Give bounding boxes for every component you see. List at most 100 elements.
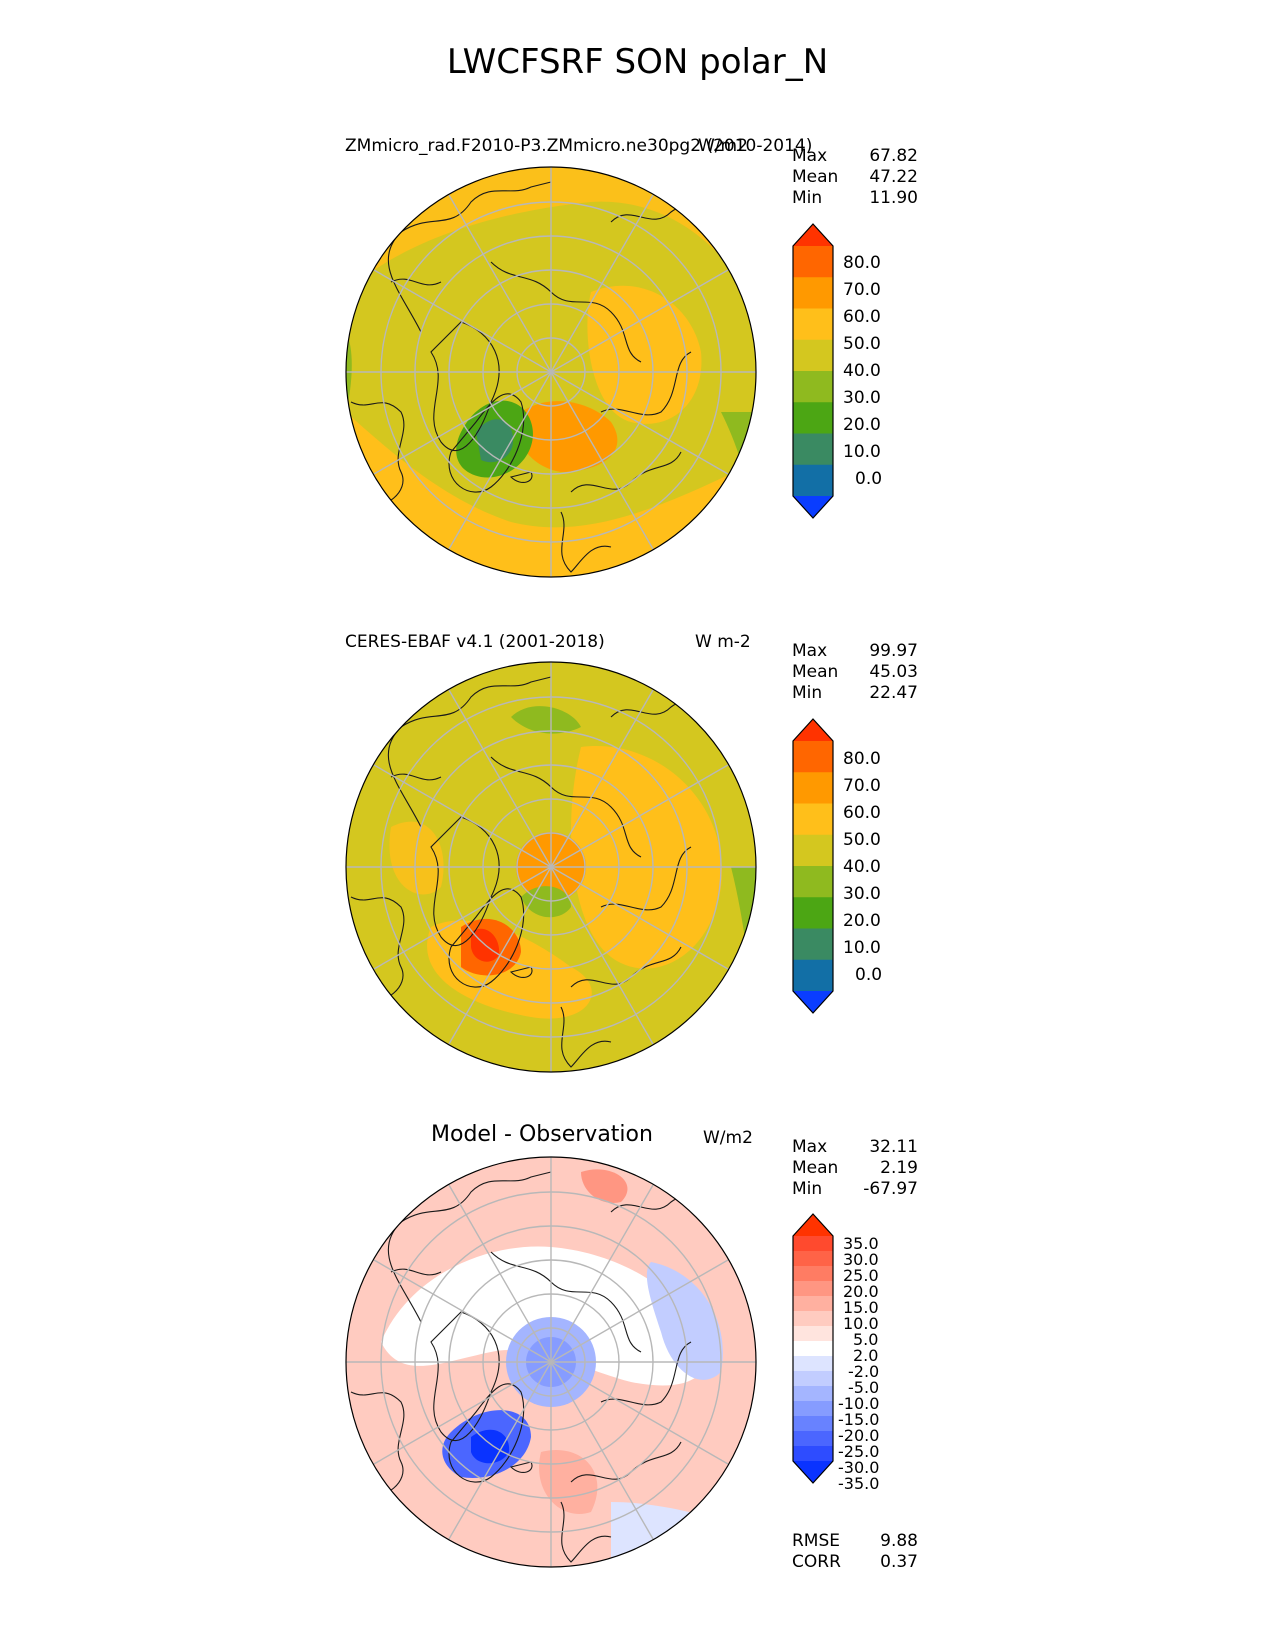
colorbar-segment <box>793 371 833 403</box>
colorbar-segment <box>793 1266 833 1282</box>
stat-mean: Mean 47.22 <box>792 167 918 187</box>
colorbar-segment <box>793 772 833 804</box>
tick-label: 60.0 <box>843 803 881 823</box>
tick-label: 10.0 <box>843 1314 879 1333</box>
tick-label: 30.0 <box>843 1250 879 1269</box>
panel-1-title: ZMmicro_rad.F2010-P3.ZMmicro.ne30pg2 (20… <box>345 136 813 156</box>
stat-mean: Mean 45.03 <box>792 662 918 682</box>
colorbar-segment <box>793 277 833 309</box>
colorbar-segment <box>793 1341 833 1357</box>
tick-label: 25.0 <box>843 1266 879 1285</box>
panel-2-units: W m-2 <box>695 632 751 652</box>
colorbar-outline <box>792 718 834 1014</box>
colorbar-segment <box>793 1416 833 1432</box>
panel-1-map <box>346 167 756 577</box>
tick-label: 2.0 <box>853 1346 879 1365</box>
metric-corr: CORR 0.37 <box>792 1552 918 1572</box>
colorbar-extend-bottom <box>793 1461 833 1483</box>
colorbar-segment <box>793 959 833 992</box>
tick-label: 20.0 <box>843 415 881 435</box>
colorbar-extend-top <box>793 1214 833 1236</box>
colorbar-segment <box>793 834 833 867</box>
panel-1-stats: Max 67.82 Mean 47.22 Min 11.90 <box>792 146 918 209</box>
tick-label: -35.0 <box>838 1474 880 1493</box>
colorbar-segment <box>793 1251 833 1267</box>
colorbar-segment <box>793 1446 833 1462</box>
tick-label: -30.0 <box>838 1458 880 1477</box>
tick-label: 30.0 <box>843 884 881 904</box>
tick-label: 40.0 <box>843 361 881 381</box>
colorbar-segment <box>793 308 833 341</box>
tick-label: 40.0 <box>843 857 881 877</box>
colorbar-segment <box>793 402 833 434</box>
panel-2-title: CERES-EBAF v4.1 (2001-2018) <box>345 632 605 652</box>
tick-label: -5.0 <box>848 1378 880 1397</box>
colorbar-segment <box>793 1431 833 1447</box>
tick-label: 70.0 <box>843 776 881 796</box>
colorbar-segment <box>793 897 833 929</box>
panel-2-map <box>346 662 756 1072</box>
colorbar-segment <box>793 1356 833 1372</box>
tick-label: 10.0 <box>843 442 881 462</box>
tick-label: 30.0 <box>843 388 881 408</box>
tick-label: 0.0 <box>855 965 883 985</box>
tick-label: 70.0 <box>843 280 881 300</box>
metric-rmse: RMSE 9.88 <box>792 1531 918 1551</box>
tick-label: -10.0 <box>838 1394 880 1413</box>
colorbar-segment <box>793 433 833 466</box>
tick-label: 15.0 <box>843 1298 879 1317</box>
panel-3-map <box>346 1157 756 1567</box>
stat-min: Min 22.47 <box>792 683 918 703</box>
tick-label: 80.0 <box>843 749 881 769</box>
colorbar-segment <box>793 1236 833 1252</box>
colorbar-segment <box>793 1386 833 1402</box>
tick-label: 5.0 <box>853 1330 879 1349</box>
panel-1-units: W/m2 <box>698 136 748 156</box>
tick-label: 20.0 <box>843 1282 879 1301</box>
panel-3-title: Model - Observation <box>431 1122 653 1147</box>
stat-min: Min 11.90 <box>792 188 918 208</box>
page-title: LWCFSRF SON polar_N <box>446 42 829 82</box>
colorbar-segment <box>793 803 833 836</box>
tick-label: 35.0 <box>843 1234 879 1253</box>
stat-min: Min -67.97 <box>792 1179 918 1199</box>
colorbar-segment <box>793 928 833 961</box>
panel-3-stats: Max 32.11 Mean 2.19 Min -67.97 <box>792 1137 918 1200</box>
colorbar-extend-bottom <box>793 496 833 518</box>
stat-max: Max 67.82 <box>792 146 918 166</box>
colorbar-segment <box>793 246 833 278</box>
colorbar-extend-bottom <box>793 991 833 1013</box>
colorbar-segment <box>793 1326 833 1342</box>
panel-3-metrics: RMSE 9.88 CORR 0.37 <box>792 1531 918 1573</box>
tick-label: 20.0 <box>843 911 881 931</box>
panel-2-stats: Max 99.97 Mean 45.03 Min 22.47 <box>792 641 918 704</box>
colorbar-segment <box>793 1281 833 1297</box>
colorbar-segment <box>793 1371 833 1387</box>
tick-label: 50.0 <box>843 830 881 850</box>
panel-3-units: W/m2 <box>703 1128 753 1148</box>
colorbar-segment <box>793 339 833 372</box>
tick-label: 80.0 <box>843 253 881 273</box>
colorbar-segment <box>793 866 833 898</box>
colorbar-extend-top <box>793 719 833 741</box>
panel-1-colorbar <box>792 223 834 519</box>
tick-label: -15.0 <box>838 1410 880 1429</box>
tick-label: 0.0 <box>855 469 883 489</box>
colorbar-outline <box>792 1213 834 1484</box>
tick-label: 10.0 <box>843 938 881 958</box>
colorbar-segment <box>793 1311 833 1327</box>
tick-label: 60.0 <box>843 307 881 327</box>
colorbar-outline <box>792 223 834 519</box>
tick-label: 50.0 <box>843 334 881 354</box>
colorbar-segment <box>793 741 833 773</box>
stat-max: Max 99.97 <box>792 641 918 661</box>
tick-label: -2.0 <box>848 1362 880 1381</box>
stat-mean: Mean 2.19 <box>792 1158 918 1178</box>
colorbar-segment <box>793 1401 833 1417</box>
stat-max: Max 32.11 <box>792 1137 918 1157</box>
colorbar-segment <box>793 464 833 497</box>
tick-label: -20.0 <box>838 1426 880 1445</box>
colorbar-segment <box>793 1296 833 1312</box>
panel-3-colorbar <box>792 1213 834 1484</box>
